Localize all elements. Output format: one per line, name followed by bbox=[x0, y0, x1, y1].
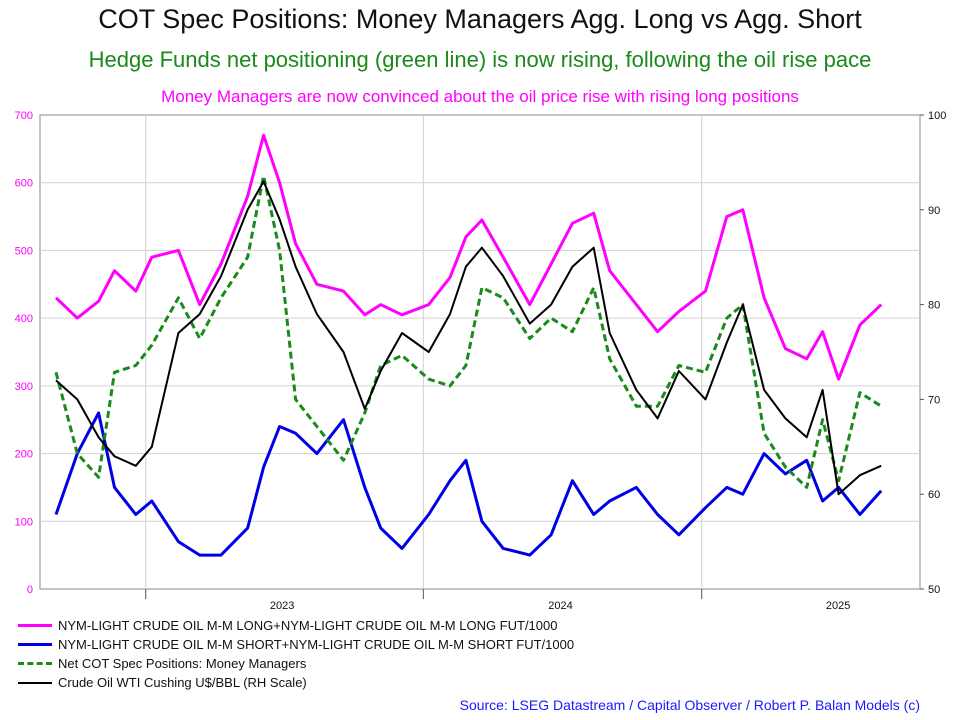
right-tick-label: 100 bbox=[928, 110, 946, 122]
x-tick-label: 2023 bbox=[270, 600, 294, 612]
left-tick-label: 600 bbox=[15, 178, 33, 190]
left-tick-label: 400 bbox=[15, 313, 33, 325]
right-tick-label: 80 bbox=[928, 300, 940, 312]
left-axis: 0 100 200 300 400 500 600 700 bbox=[15, 110, 33, 596]
right-tick-label: 60 bbox=[928, 489, 940, 501]
left-tick-label: 200 bbox=[15, 449, 33, 461]
right-tick-label: 90 bbox=[928, 205, 940, 217]
left-tick-label: 0 bbox=[27, 584, 33, 596]
chart-subtitle-2: Money Managers are now convinced about t… bbox=[161, 87, 799, 106]
plot-area-frame bbox=[39, 114, 921, 590]
left-tick-label: 100 bbox=[15, 516, 33, 528]
legend-item-wti: Crude Oil WTI Cushing U$/BBL (RH Scale) bbox=[18, 673, 574, 692]
left-tick-label: 700 bbox=[15, 110, 33, 122]
left-tick-label: 500 bbox=[15, 245, 33, 257]
legend-item-short: NYM-LIGHT CRUDE OIL M-M SHORT+NYM-LIGHT … bbox=[18, 635, 574, 654]
legend-label-net: Net COT Spec Positions: Money Managers bbox=[58, 656, 307, 671]
legend-swatch-wti bbox=[18, 681, 52, 684]
chart-title: COT Spec Positions: Money Managers Agg. … bbox=[98, 4, 862, 34]
legend: NYM-LIGHT CRUDE OIL M-M LONG+NYM-LIGHT C… bbox=[18, 616, 574, 692]
x-axis: 2023 2024 2025 bbox=[145, 589, 850, 612]
legend-item-long: NYM-LIGHT CRUDE OIL M-M LONG+NYM-LIGHT C… bbox=[18, 616, 574, 635]
legend-item-net: Net COT Spec Positions: Money Managers bbox=[18, 654, 574, 673]
legend-label-long: NYM-LIGHT CRUDE OIL M-M LONG+NYM-LIGHT C… bbox=[58, 618, 558, 633]
right-tick-label: 70 bbox=[928, 394, 940, 406]
right-tick-label: 50 bbox=[928, 584, 940, 596]
series-mm-short-line bbox=[54, 411, 883, 557]
x-tick-label: 2025 bbox=[826, 600, 850, 612]
series-mm-long-line bbox=[54, 133, 883, 381]
legend-swatch-long bbox=[18, 624, 52, 627]
source-note: Source: LSEG Datastream / Capital Observ… bbox=[459, 697, 920, 713]
legend-swatch-short bbox=[18, 643, 52, 646]
x-tick-label: 2024 bbox=[548, 600, 572, 612]
legend-label-wti: Crude Oil WTI Cushing U$/BBL (RH Scale) bbox=[58, 675, 307, 690]
legend-swatch-net bbox=[18, 662, 52, 665]
cot-chart: 0 100 200 300 400 500 600 700 50 60 70 80 90 100 202… bbox=[15, 110, 947, 612]
left-tick-label: 300 bbox=[15, 381, 33, 393]
right-axis: 50 60 70 80 90 100 bbox=[920, 110, 946, 596]
series-net-cot-line bbox=[54, 174, 883, 489]
series-wti-line bbox=[55, 180, 882, 496]
legend-label-short: NYM-LIGHT CRUDE OIL M-M SHORT+NYM-LIGHT … bbox=[58, 637, 575, 652]
chart-subtitle: Hedge Funds net positioning (green line)… bbox=[88, 47, 872, 72]
series-group bbox=[54, 133, 883, 557]
